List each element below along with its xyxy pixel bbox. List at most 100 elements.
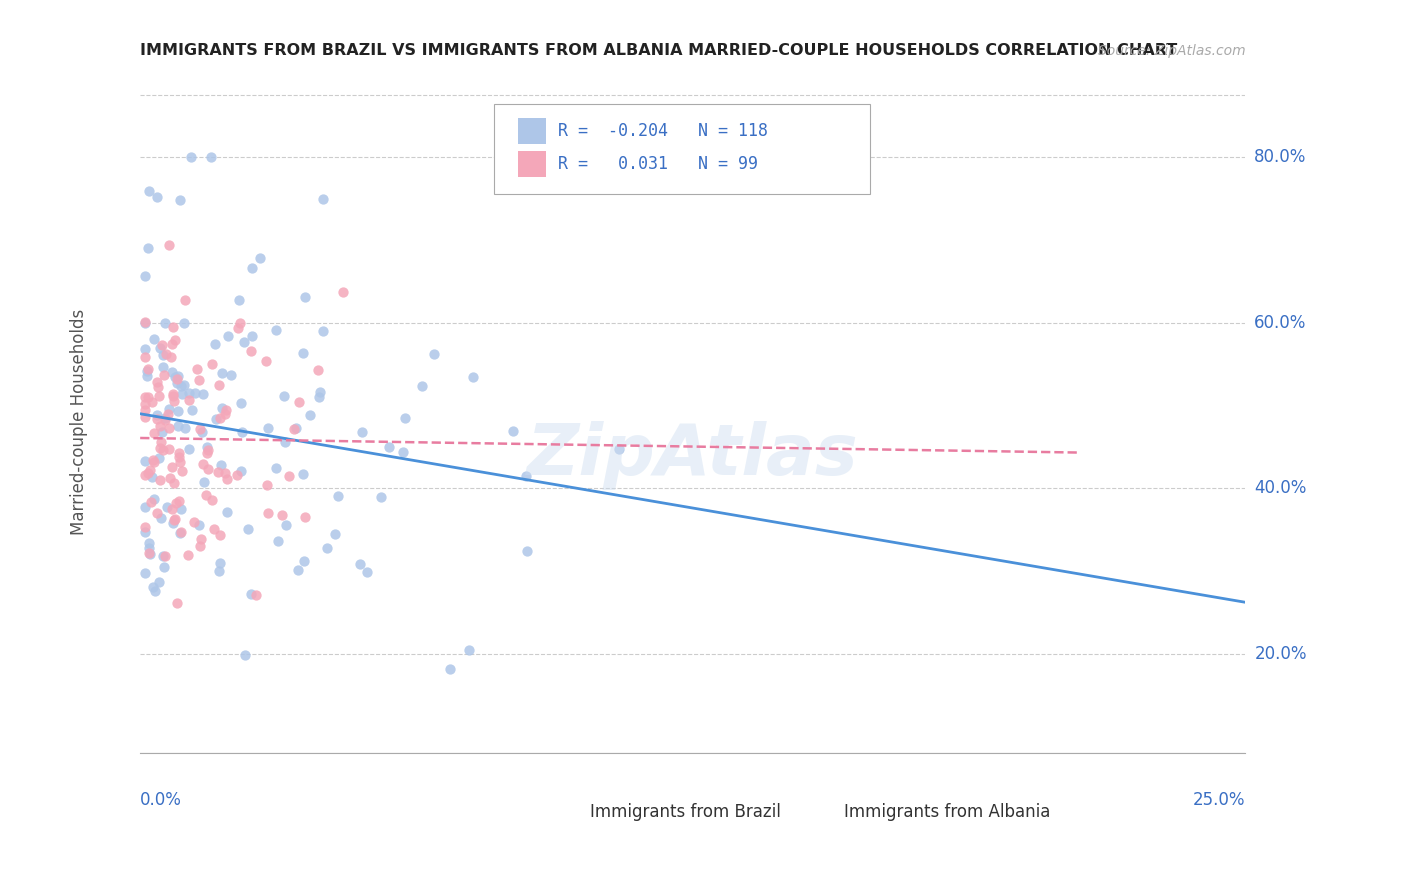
Point <box>439 662 461 676</box>
Point <box>143 584 166 599</box>
Point <box>177 548 200 562</box>
Point <box>148 389 170 403</box>
Point <box>231 425 253 440</box>
Point <box>214 467 236 481</box>
Point <box>378 440 401 454</box>
Point <box>173 377 195 392</box>
Point <box>233 648 256 663</box>
Point <box>271 508 294 522</box>
Point <box>152 549 174 563</box>
Point <box>149 434 172 449</box>
Point <box>208 565 231 579</box>
Point <box>394 410 416 425</box>
Point <box>142 491 165 506</box>
Point <box>170 379 193 393</box>
Point <box>141 469 163 483</box>
Point <box>209 411 232 425</box>
Point <box>153 413 176 427</box>
Text: 0.0%: 0.0% <box>141 790 181 809</box>
Point <box>153 368 176 382</box>
Point <box>153 316 176 330</box>
Point <box>139 494 162 508</box>
Point <box>239 344 262 359</box>
Point <box>174 293 197 308</box>
Point <box>166 596 188 610</box>
Point <box>229 464 252 478</box>
Point <box>264 323 287 337</box>
Point <box>162 389 184 403</box>
Point <box>332 285 354 299</box>
Point <box>352 425 374 439</box>
Point <box>277 469 299 483</box>
Point <box>136 362 159 376</box>
Point <box>149 473 172 487</box>
Point <box>143 333 166 347</box>
Point <box>186 361 208 376</box>
Point <box>195 445 218 459</box>
Point <box>162 516 184 530</box>
Point <box>134 350 156 364</box>
Point <box>162 394 184 409</box>
Point <box>134 396 156 410</box>
Point <box>149 419 172 434</box>
Point <box>157 442 180 456</box>
Point <box>165 496 187 510</box>
Point <box>139 463 162 477</box>
Point <box>134 343 156 357</box>
Point <box>142 580 165 594</box>
Point <box>208 378 231 392</box>
Point <box>134 390 156 404</box>
Point <box>169 193 191 207</box>
Bar <box>814 805 839 821</box>
Point <box>308 390 330 404</box>
Point <box>138 541 160 556</box>
Point <box>170 502 193 516</box>
Point <box>180 150 202 164</box>
Point <box>215 472 238 486</box>
Point <box>202 522 225 536</box>
Point <box>138 184 160 198</box>
Point <box>187 374 209 388</box>
Point <box>392 445 415 459</box>
Point <box>152 360 174 375</box>
Point <box>292 467 315 481</box>
Point <box>194 487 217 501</box>
Point <box>134 467 156 482</box>
Point <box>160 337 183 351</box>
Point <box>167 369 190 384</box>
Point <box>162 320 184 334</box>
Point <box>152 338 174 352</box>
Point <box>146 412 169 426</box>
Point <box>187 517 209 532</box>
Point <box>134 525 156 540</box>
Point <box>141 394 163 409</box>
Point <box>240 260 263 275</box>
Point <box>177 386 200 401</box>
Point <box>240 587 263 601</box>
Point <box>288 395 311 409</box>
Point <box>311 324 333 338</box>
Point <box>457 643 479 657</box>
Point <box>356 565 378 579</box>
Point <box>200 150 222 164</box>
Point <box>157 421 180 435</box>
Point <box>134 316 156 330</box>
Point <box>183 385 205 400</box>
Point <box>422 347 444 361</box>
Point <box>136 241 159 255</box>
Point <box>169 446 191 460</box>
Text: 40.0%: 40.0% <box>1254 480 1306 498</box>
Point <box>167 419 190 434</box>
Point <box>240 329 263 343</box>
Point <box>207 466 229 480</box>
Point <box>169 455 191 469</box>
Point <box>139 547 162 561</box>
Point <box>172 464 194 478</box>
Point <box>160 460 183 475</box>
Point <box>204 337 226 351</box>
Point <box>179 442 201 456</box>
Point <box>177 393 200 408</box>
Point <box>217 328 239 343</box>
Point <box>228 293 250 308</box>
Point <box>232 334 254 349</box>
